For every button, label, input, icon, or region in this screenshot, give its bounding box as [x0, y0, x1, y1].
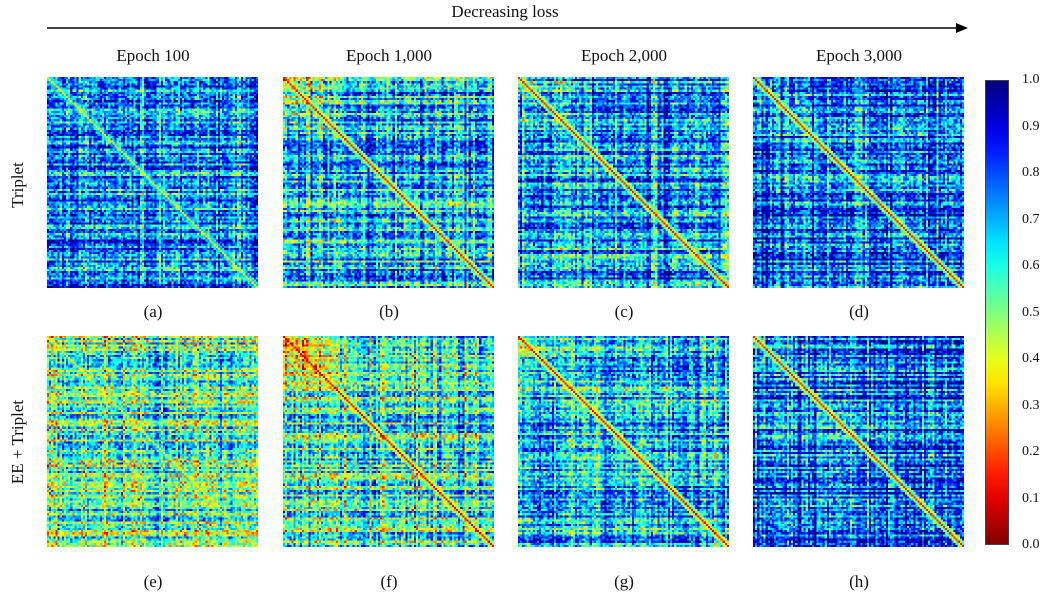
- colorbar-tick: 0.4: [1022, 351, 1040, 366]
- panel-label-b: (b): [379, 302, 399, 321]
- colorbar-tick: 0.6: [1022, 258, 1040, 273]
- column-title-epoch-3000: Epoch 3,000: [816, 46, 902, 65]
- column-title-epoch-1000: Epoch 1,000: [346, 46, 432, 65]
- heatmap-a: [47, 77, 258, 288]
- colorbar-tick: 0.8: [1022, 165, 1040, 180]
- heatmap-c: [518, 77, 729, 288]
- arrow-head: [956, 23, 968, 33]
- panel-label-f: (f): [380, 572, 398, 591]
- panel-label-a: (a): [143, 302, 163, 321]
- row-label-ee-triplet: EE + Triplet: [8, 399, 27, 485]
- heatmap-h: [753, 336, 964, 547]
- column-title-epoch-2000: Epoch 2,000: [581, 46, 667, 65]
- panel-label-c: (c): [614, 302, 634, 321]
- panel-label-d: (d): [849, 302, 869, 321]
- column-title-epoch-100: Epoch 100: [116, 46, 190, 65]
- colorbar: [985, 80, 1009, 545]
- colorbar-tick: 0.7: [1022, 211, 1040, 227]
- colorbar-tick: 0.9: [1022, 118, 1040, 134]
- panel-label-e: (e): [143, 572, 163, 591]
- heatmap-g: [518, 336, 729, 547]
- colorbar-tick: 0.2: [1022, 444, 1040, 459]
- heatmap-d: [753, 77, 964, 288]
- heatmap-f: [283, 336, 494, 547]
- row-label-triplet: Triplet: [8, 162, 27, 208]
- colorbar-tick: 0.1: [1022, 490, 1040, 506]
- colorbar-tick: 1.0: [1022, 72, 1040, 87]
- heatmap-b: [283, 77, 494, 288]
- panel-label-g: (g): [614, 572, 634, 591]
- colorbar-tick: 0.0: [1022, 537, 1040, 552]
- panel-label-h: (h): [849, 572, 869, 591]
- heatmap-e: [47, 336, 258, 547]
- trend-label: Decreasing loss: [451, 2, 559, 21]
- colorbar-tick: 0.5: [1022, 304, 1040, 320]
- colorbar-tick: 0.3: [1022, 397, 1040, 413]
